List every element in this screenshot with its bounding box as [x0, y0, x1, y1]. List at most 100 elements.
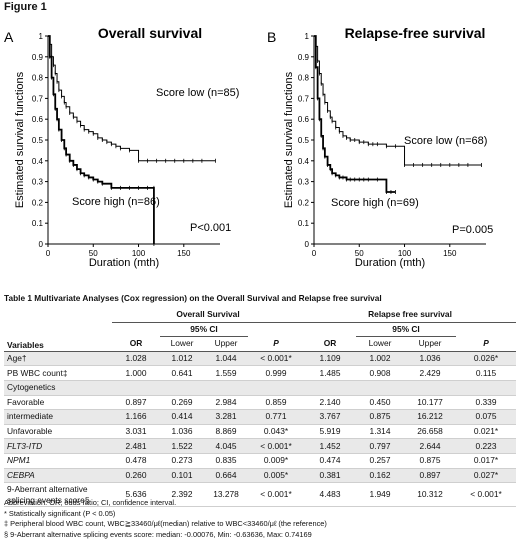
- table-cell: 2.140: [304, 395, 357, 411]
- table-row: CEBPA 0.260 0.101 0.664 0.005* 0.381 0.162 0.89…: [4, 468, 517, 484]
- panel-a-x-axis-label: Duration (mth): [89, 257, 159, 269]
- table-cell: 0.027*: [456, 468, 517, 484]
- y-tick-label: 0.8: [32, 74, 44, 83]
- panel-b-x-axis-label: Duration (mth): [355, 257, 425, 269]
- row-label: CEBPA: [4, 468, 112, 484]
- panel-a-score-high-label: Score high (n=86): [72, 196, 160, 208]
- table-cell: 1.012: [160, 351, 204, 367]
- table-cell: 10.312: [404, 482, 457, 508]
- panel-a: A Overall survival Estimated survival fu…: [4, 25, 239, 269]
- table-cell: 0.043*: [248, 424, 305, 440]
- y-tick-label: 0.1: [298, 219, 310, 228]
- table-cell: 1.949: [356, 482, 405, 508]
- panel-b-score-low-label: Score low (n=68): [404, 135, 487, 147]
- table-cell: 0.009*: [248, 453, 305, 469]
- os-or-header: OR: [112, 336, 160, 352]
- table-cell: 4.483: [304, 482, 357, 508]
- chart-1-plot: 0 0.1 0.2 0.3 0.4 0.5 0.6 0.7 0.8 0.9 1 0 50 100 150: [298, 32, 486, 258]
- x-tick-label: 100: [132, 249, 146, 258]
- y-tick-label: 0: [305, 240, 310, 249]
- y-tick-label: 0.6: [32, 115, 44, 124]
- table-cell: 3.031: [112, 424, 160, 440]
- table-cell: 0.771: [248, 409, 305, 425]
- table-cell: 0.999: [248, 365, 305, 381]
- table-cell: [456, 380, 517, 396]
- table-cell: [404, 380, 457, 396]
- rfs-or-header: OR: [304, 336, 357, 352]
- row-label-text-line2: splicing events score§: [7, 494, 90, 505]
- x-tick-label: 100: [398, 249, 412, 258]
- y-tick-label: 0.5: [32, 136, 44, 145]
- table-cell: 3.281: [204, 409, 248, 425]
- panel-a-y-axis-label: Estimated survival functions: [14, 71, 26, 208]
- panel-a-score-low-label: Score low (n=85): [156, 87, 239, 99]
- table-cell: 1.044: [204, 351, 248, 367]
- table-cell: 4.045: [204, 438, 248, 454]
- os-upper-header: Upper: [204, 336, 248, 352]
- series-score-high-line: [48, 35, 155, 244]
- table-cell: 0.115: [456, 365, 517, 381]
- panel-b-letter: B: [267, 29, 276, 45]
- y-tick-label: 0.6: [298, 115, 310, 124]
- os-ci-header: 95% CI: [160, 322, 248, 338]
- table-cell: [112, 380, 160, 396]
- table-cell: 3.767: [304, 409, 357, 425]
- table-cell: 2.481: [112, 438, 160, 454]
- table-cell: 0.021*: [456, 424, 517, 440]
- rfs-ci-header: 95% CI: [356, 322, 457, 338]
- table-cell: 2.644: [404, 438, 457, 454]
- row-label-text: Cytogenetics: [7, 382, 56, 393]
- rfs-lower-header: Lower: [356, 336, 405, 352]
- sub-header-row: OR Lower Upper P OR Lower Upper P: [4, 336, 517, 352]
- row-label: Favorable: [4, 395, 112, 411]
- panel-a-letter: A: [4, 29, 14, 45]
- table-cell: < 0.001*: [248, 482, 305, 508]
- figure-label: Figure 1: [4, 1, 47, 13]
- note-abbreviation: Abbreviation: OR, odds ratio; CI, confid…: [4, 498, 177, 507]
- panel-b: B Relapse-free survival Estimated surviv…: [267, 25, 493, 269]
- table-cell: 0.797: [356, 438, 405, 454]
- table-cell: 0.897: [112, 395, 160, 411]
- y-tick-label: 0.4: [32, 157, 44, 166]
- variables-header: Variables: [4, 308, 112, 352]
- table-cell: 5.636: [112, 482, 160, 508]
- table-cell: 0.897: [404, 468, 457, 484]
- y-tick-label: 1: [39, 32, 44, 41]
- os-lower-header: Lower: [160, 336, 204, 352]
- table-cell: 0.875: [404, 453, 457, 469]
- table-row: intermediate 1.166 0.414 3.281 0.771 3.767 0.8…: [4, 409, 517, 425]
- x-tick-label: 0: [46, 249, 51, 258]
- y-tick-label: 0.3: [32, 178, 44, 187]
- table-cell: 1.036: [160, 424, 204, 440]
- table-row: Favorable 0.897 0.269 2.984 0.859 2.140 0.450 1…: [4, 395, 517, 411]
- y-tick-label: 1: [305, 32, 310, 41]
- table-cell: 13.278: [204, 482, 248, 508]
- table-cell: 0.908: [356, 365, 405, 381]
- table-row: 9-Aberrant alternative splicing events sc…: [4, 482, 517, 508]
- table-cell: 8.869: [204, 424, 248, 440]
- table-cell: 0.260: [112, 468, 160, 484]
- row-label: PB WBC count‡: [4, 365, 112, 381]
- table-caption: Table 1 Multivariate Analyses (Cox regre…: [4, 293, 382, 303]
- table-cell: 10.177: [404, 395, 457, 411]
- panel-b-pvalue: P=0.005: [452, 224, 493, 236]
- relapse-free-survival-header: Relapse free survival: [304, 308, 517, 323]
- y-tick-label: 0.3: [298, 178, 310, 187]
- rfs-upper-header: Upper: [404, 336, 457, 352]
- table-body: Age† 1.028 1.012 1.044 < 0.001* 1.109 1.002 1.0…: [4, 351, 517, 508]
- y-tick-label: 0.5: [298, 136, 310, 145]
- table-cell: 0.859: [248, 395, 305, 411]
- row-label-text: Favorable: [7, 396, 45, 407]
- table-cell: 1.002: [356, 351, 405, 367]
- table-cell: 0.026*: [456, 351, 517, 367]
- panel-b-y-axis-label: Estimated survival functions: [283, 71, 295, 208]
- axis-lines: [47, 36, 220, 245]
- table-cell: 0.223: [456, 438, 517, 454]
- table-cell: 0.414: [160, 409, 204, 425]
- row-label: Age†: [4, 351, 112, 367]
- results-table-section: Table 1 Multivariate Analyses (Cox regre…: [4, 293, 517, 508]
- row-label: Unfavorable: [4, 424, 112, 440]
- y-tick-label: 0.9: [298, 53, 310, 62]
- rfs-p-header: P: [456, 336, 517, 352]
- y-tick-label: 0.4: [298, 157, 310, 166]
